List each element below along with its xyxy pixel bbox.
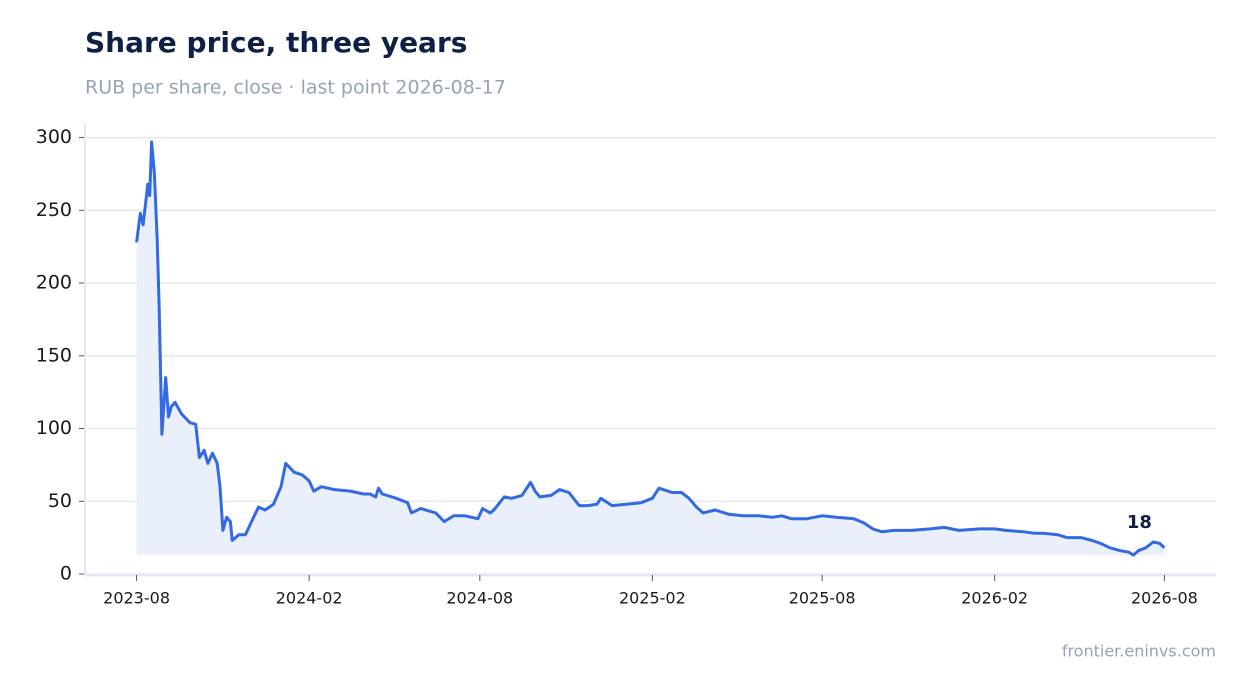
- last-value-label: 18: [1127, 512, 1152, 533]
- y-tick-label: 300: [36, 126, 72, 148]
- y-tick-label: 200: [36, 272, 72, 294]
- x-tick-label: 2026-08: [1131, 589, 1198, 608]
- y-tick-label: 100: [36, 417, 72, 439]
- x-tick-label: 2023-08: [103, 589, 170, 608]
- source: frontier.eninvs.com: [1062, 642, 1216, 661]
- y-tick-label: 250: [36, 199, 72, 221]
- x-tick-label: 2025-08: [789, 589, 856, 608]
- x-tick-label: 2024-08: [446, 589, 513, 608]
- y-tick-label: 150: [36, 344, 72, 366]
- x-tick-label: 2024-02: [276, 589, 343, 608]
- x-tick-label: 2026-02: [961, 589, 1028, 608]
- chart-subtitle: RUB per share, close · last point 2026-0…: [85, 77, 506, 99]
- x-tick-label: 2025-02: [619, 589, 686, 608]
- y-tick-label: 0: [60, 563, 72, 585]
- price-line: [135, 140, 1166, 557]
- chart-title: Share price, three years: [85, 26, 467, 59]
- y-tick-label: 50: [48, 490, 72, 512]
- area: [136, 141, 1165, 556]
